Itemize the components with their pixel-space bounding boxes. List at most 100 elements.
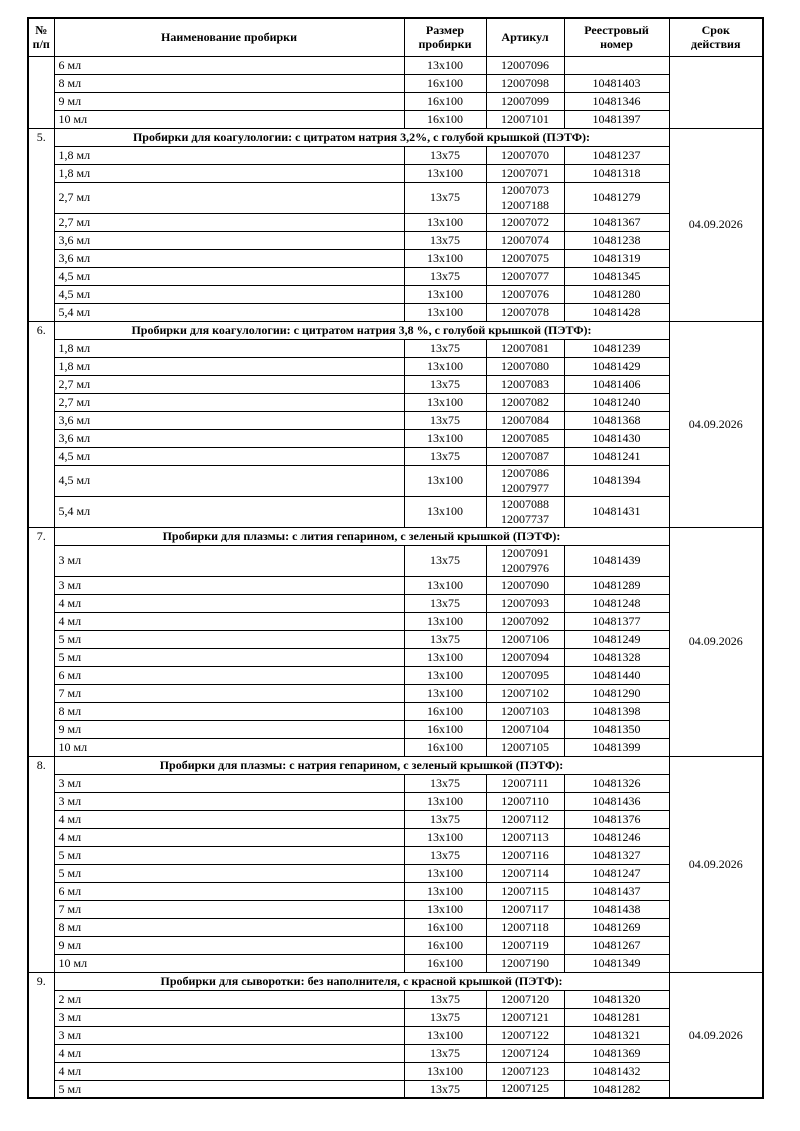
article-number: 12007076 xyxy=(501,286,549,301)
table-row: 9 мл 16x100 12007099 10481346 xyxy=(28,91,763,111)
article-number-cell: 12007092 xyxy=(485,611,565,631)
registry-number-cell: 10481394 xyxy=(563,464,670,497)
validity-date-cell xyxy=(668,55,764,129)
validity-date-cell: 04.09.2026 xyxy=(668,971,764,1099)
tube-name-cell: 4 мл xyxy=(53,827,405,847)
tube-name-cell: 10 мл xyxy=(53,953,405,973)
tube-name-cell: 8 мл xyxy=(53,701,405,721)
header-row: № п/п Наименование пробирки Размер пробирк… xyxy=(27,17,764,57)
article-number-cell: 12007075 xyxy=(485,248,565,268)
registry-number-cell: 10481369 xyxy=(563,1043,670,1063)
section-title: Пробирки для плазмы: с лития гепарином, … xyxy=(53,526,670,546)
article-number: 12007095 xyxy=(501,667,549,682)
column-header-name: Наименование пробирки xyxy=(53,17,405,57)
tube-name-cell: 2,7 мл xyxy=(53,374,405,394)
table-row: 2,7 мл 13x100 12007082 10481240 xyxy=(28,392,763,412)
article-number-cell: 12007110 xyxy=(485,791,565,811)
article-number-cell: 12007084 xyxy=(485,410,565,430)
tube-name-cell: 7 мл xyxy=(53,683,405,703)
registry-number-cell: 10481432 xyxy=(563,1061,670,1081)
section-header-row: 6. Пробирки для коагулологии: с цитратом … xyxy=(27,320,764,528)
article-number: 12007114 xyxy=(501,865,549,880)
tube-name-cell: 3,6 мл xyxy=(53,230,405,250)
tube-size-cell: 16x100 xyxy=(403,935,487,955)
tube-name-cell: 7 мл xyxy=(53,899,405,919)
article-number: 12007118 xyxy=(501,919,549,934)
tube-size-cell: 13x75 xyxy=(403,446,487,466)
table-row: 3 мл 13x100 12007110 10481436 xyxy=(28,791,763,811)
tube-name-cell: 1,8 мл xyxy=(53,163,405,183)
tube-size-cell: 13x75 xyxy=(403,773,487,793)
tube-name-cell: 3,6 мл xyxy=(53,428,405,448)
tube-size-cell: 13x75 xyxy=(403,230,487,250)
row-number-cell xyxy=(27,55,55,129)
row-number-cell: 7. xyxy=(27,526,55,757)
registry-number-cell: 10481320 xyxy=(563,989,670,1009)
table-row: 8 мл 16x100 12007103 10481398 xyxy=(28,701,763,721)
article-number-cell: 12007091 12007976 xyxy=(485,544,565,577)
table-row: 4,5 мл 13x100 12007086 12007977 10481394 xyxy=(28,464,763,497)
tube-size-cell: 13x100 xyxy=(403,611,487,631)
tube-name-cell: 3 мл xyxy=(53,1025,405,1045)
table-row: 4 мл 13x75 12007112 10481376 xyxy=(28,809,763,829)
tube-size-cell: 16x100 xyxy=(403,91,487,111)
tube-name-cell: 4,5 мл xyxy=(53,464,405,497)
article-number-cell: 12007119 xyxy=(485,935,565,955)
article-number-cell: 12007090 xyxy=(485,575,565,595)
validity-date-cell: 04.09.2026 xyxy=(668,526,764,757)
tube-name-cell: 3 мл xyxy=(53,1007,405,1027)
tube-name-cell: 9 мл xyxy=(53,91,405,111)
article-number: 12007124 xyxy=(501,1045,549,1060)
tube-name-cell: 4 мл xyxy=(53,611,405,631)
tube-size-cell: 16x100 xyxy=(403,953,487,973)
registry-number-cell: 10481249 xyxy=(563,629,670,649)
article-number-cell: 12007115 xyxy=(485,881,565,901)
tube-name-cell: 1,8 мл xyxy=(53,145,405,165)
table-row: 2 мл 13x75 12007120 10481320 xyxy=(28,989,763,1009)
table-row: 5 мл 13x75 12007106 10481249 xyxy=(28,629,763,649)
table-row: 3,6 мл 13x100 12007075 10481319 xyxy=(28,248,763,268)
tube-size-cell: 13x100 xyxy=(403,392,487,412)
registry-number-cell: 10481368 xyxy=(563,410,670,430)
article-number: 12007083 xyxy=(501,376,549,391)
tube-name-cell: 4,5 мл xyxy=(53,446,405,466)
tube-size-cell: 16x100 xyxy=(403,701,487,721)
article-number: 12007072 xyxy=(501,214,549,229)
section-title: Пробирки для коагулологии: с цитратом на… xyxy=(53,320,670,340)
tube-size-cell: 13x100 xyxy=(403,1025,487,1045)
table-body: 6 мл 13x100 12007096 8 мл 16x100 12007098 1048… xyxy=(27,55,764,1099)
registry-number-cell: 10481350 xyxy=(563,719,670,739)
registry-number-cell: 10481282 xyxy=(563,1079,670,1099)
tube-name-cell: 2,7 мл xyxy=(53,181,405,214)
registry-number-cell: 10481238 xyxy=(563,230,670,250)
table-row: 5 мл 13x75 12007116 10481327 xyxy=(28,845,763,865)
column-header-article: Артикул xyxy=(485,17,565,57)
article-number: 12007078 xyxy=(501,304,549,319)
registry-number-cell: 10481440 xyxy=(563,665,670,685)
tube-name-cell: 4 мл xyxy=(53,1043,405,1063)
article-number: 12007112 xyxy=(501,811,549,826)
article-number: 12007115 xyxy=(501,883,549,898)
table-row: 10 мл 16x100 12007101 10481397 xyxy=(28,109,763,129)
tube-name-cell: 4,5 мл xyxy=(53,284,405,304)
registry-number-cell: 10481406 xyxy=(563,374,670,394)
tube-size-cell: 13x75 xyxy=(403,845,487,865)
registry-number-cell: 10481326 xyxy=(563,773,670,793)
registry-number-cell: 10481377 xyxy=(563,611,670,631)
tube-size-cell: 16x100 xyxy=(403,109,487,129)
tube-name-cell: 5 мл xyxy=(53,845,405,865)
registry-number-cell: 10481399 xyxy=(563,737,670,757)
tube-name-cell: 4 мл xyxy=(53,1061,405,1081)
article-number-cell: 12007072 xyxy=(485,212,565,232)
article-number: 12007092 xyxy=(501,613,549,628)
article-number-cell: 12007098 xyxy=(485,73,565,93)
article-number-cell: 12007122 xyxy=(485,1025,565,1045)
article-number: 12007093 xyxy=(501,595,549,610)
table-row: 2,7 мл 13x100 12007072 10481367 xyxy=(28,212,763,232)
article-number: 12007096 xyxy=(501,57,549,72)
tube-size-cell: 13x75 xyxy=(403,1043,487,1063)
article-number: 12007103 xyxy=(501,703,549,718)
tube-size-cell: 13x100 xyxy=(403,356,487,376)
registry-number-cell: 10481248 xyxy=(563,593,670,613)
registry-number-cell: 10481241 xyxy=(563,446,670,466)
